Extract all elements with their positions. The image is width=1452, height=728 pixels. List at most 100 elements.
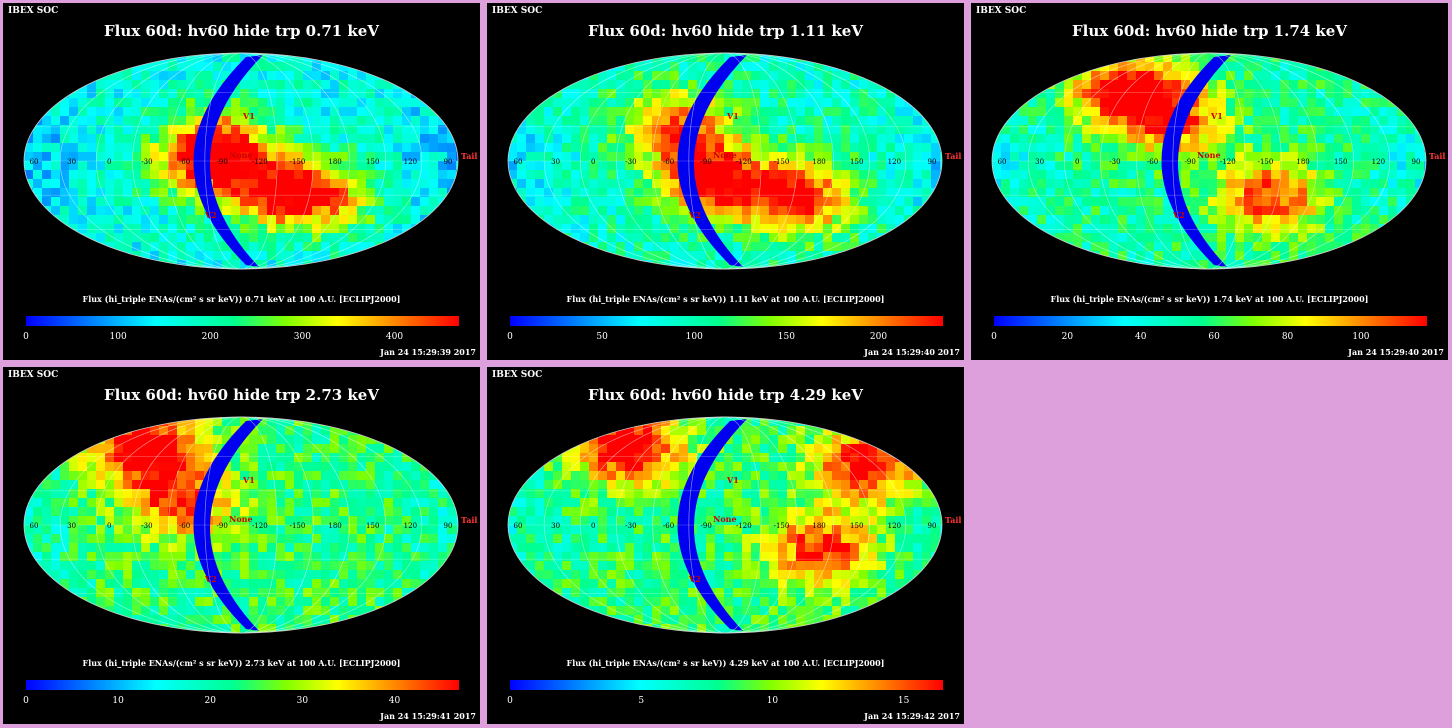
longitude-label: 60 [514, 158, 523, 166]
longitude-label: -120 [252, 158, 268, 166]
empty-panel [971, 367, 1448, 724]
colorbar-tick: 0 [23, 696, 29, 706]
colorbar-label: Flux (hi_triple ENAs/(cm² s sr keV)) 1.7… [1050, 294, 1369, 304]
colorbar-tick: 200 [869, 332, 888, 342]
colorbar-tick: 10 [112, 696, 124, 706]
sky-map-panel-4: IBEX SOC Flux 60d: hv60 hide trp 4.29 ke… [487, 367, 964, 724]
marker-v1: V1 [1210, 111, 1223, 121]
colorbar-tick: 100 [1352, 332, 1370, 342]
longitude-label: 180 [812, 158, 825, 166]
longitude-label: 0 [591, 158, 595, 166]
longitude-label: 120 [404, 158, 417, 166]
colorbar-tick: 50 [596, 332, 608, 342]
colorbar-tick: 30 [296, 696, 309, 706]
longitude-label: 30 [551, 158, 560, 166]
exclusion-band [1161, 55, 1231, 267]
longitude-label: 180 [1296, 158, 1309, 166]
colorbar-tick: 150 [777, 332, 795, 342]
marker-none: None [1197, 150, 1221, 160]
colorbar-tick: 200 [201, 332, 219, 342]
org-label: IBEX SOC [8, 370, 59, 380]
longitude-label: 150 [366, 522, 379, 530]
marker-none: None [713, 150, 737, 160]
colorbar-tick: 100 [685, 332, 703, 342]
timestamp: Jan 24 15:29:42 2017 [864, 711, 960, 721]
org-label: IBEX SOC [492, 6, 543, 16]
flux-sky-map: 60 30 0 -30 -60 -90 -120 -150 180 150 120 90 V1 V2 Non… [23, 416, 477, 634]
org-label: IBEX SOC [8, 6, 59, 16]
longitude-label: 90 [444, 522, 453, 530]
exclusion-band [193, 55, 263, 267]
longitude-label: 0 [107, 522, 111, 530]
longitude-label: 60 [998, 158, 1007, 166]
colorbar-tick: 20 [204, 696, 216, 706]
marker-none: None [229, 514, 253, 524]
marker-none: None [229, 150, 253, 160]
longitude-label: 180 [328, 522, 341, 530]
longitude-label: 150 [850, 158, 863, 166]
longitude-label: -150 [290, 522, 306, 530]
flux-sky-map: 60 30 0 -30 -60 -90 -120 -150 180 150 120 90 V1 V2 Non… [991, 52, 1445, 270]
flux-sky-map: 60 30 0 -30 -60 -90 -120 -150 180 150 120 90 V1 V2 Non… [23, 52, 477, 270]
longitude-label: 90 [928, 158, 937, 166]
longitude-label: 90 [444, 158, 453, 166]
marker-v2: V2 [204, 574, 217, 584]
flux-sky-map: 60 30 0 -30 -60 -90 -120 -150 180 150 120 90 V1 V2 Non… [507, 52, 961, 270]
longitude-label: -30 [625, 522, 636, 530]
colorbar [510, 680, 943, 690]
longitude-label: 120 [1372, 158, 1385, 166]
colorbar-tick: 15 [897, 696, 910, 706]
longitude-label: -60 [179, 158, 190, 166]
colorbar-tick: 10 [766, 696, 779, 706]
org-label: IBEX SOC [976, 6, 1027, 16]
longitude-label: 90 [928, 522, 937, 530]
longitude-label: -150 [774, 522, 790, 530]
colorbar-tick: 5 [638, 696, 645, 706]
timestamp: Jan 24 15:29:40 2017 [1348, 347, 1444, 357]
longitude-label: -90 [217, 158, 228, 166]
colorbar-label: Flux (hi_triple ENAs/(cm² s sr keV)) 2.7… [82, 658, 401, 668]
longitude-label: 0 [591, 522, 595, 530]
longitude-label: -150 [774, 158, 790, 166]
marker-v1: V1 [242, 111, 255, 121]
panel-title: Flux 60d: hv60 hide trp 1.74 keV [1072, 22, 1347, 40]
colorbar-label: Flux (hi_triple ENAs/(cm² s sr keV)) 4.2… [566, 658, 885, 668]
marker-v2: V2 [688, 574, 701, 584]
marker-tail: Tail [1429, 151, 1445, 161]
longitude-label: 180 [812, 522, 825, 530]
longitude-label: -150 [290, 158, 306, 166]
colorbar-tick: 20 [1061, 332, 1074, 342]
marker-v2: V2 [1172, 210, 1185, 220]
longitude-label: 120 [888, 158, 901, 166]
longitude-label: -30 [141, 158, 152, 166]
flux-sky-map: 60 30 0 -30 -60 -90 -120 -150 180 150 120 90 V1 V2 Non… [507, 416, 961, 634]
sky-map-panel-1: IBEX SOC Flux 60d: hv60 hide trp 1.11 ke… [487, 3, 964, 360]
marker-tail: Tail [461, 151, 477, 161]
longitude-label: 90 [1412, 158, 1421, 166]
colorbar-label: Flux (hi_triple ENAs/(cm² s sr keV)) 0.7… [82, 294, 401, 304]
sky-map-panel-3: IBEX SOC Flux 60d: hv60 hide trp 2.73 ke… [3, 367, 480, 724]
longitude-label: -60 [179, 522, 190, 530]
longitude-label: 30 [1035, 158, 1044, 166]
longitude-label: 60 [30, 158, 39, 166]
marker-v1: V1 [242, 475, 255, 485]
colorbar-tick: 300 [293, 332, 311, 342]
exclusion-band [677, 419, 747, 631]
colorbar-tick: 60 [1208, 332, 1220, 342]
longitude-label: 30 [67, 522, 76, 530]
timestamp: Jan 24 15:29:39 2017 [380, 347, 476, 357]
marker-tail: Tail [945, 515, 961, 525]
colorbar [994, 316, 1427, 326]
longitude-label: -120 [1220, 158, 1236, 166]
org-label: IBEX SOC [492, 370, 543, 380]
sky-map-panel-2: IBEX SOC Flux 60d: hv60 hide trp 1.74 ke… [971, 3, 1448, 360]
timestamp: Jan 24 15:29:40 2017 [864, 347, 960, 357]
colorbar [510, 316, 943, 326]
longitude-label: -120 [736, 158, 752, 166]
marker-tail: Tail [945, 151, 961, 161]
longitude-label: -90 [217, 522, 228, 530]
longitude-label: -60 [663, 158, 674, 166]
marker-none: None [713, 514, 737, 524]
colorbar-tick: 0 [507, 696, 513, 706]
marker-tail: Tail [461, 515, 477, 525]
